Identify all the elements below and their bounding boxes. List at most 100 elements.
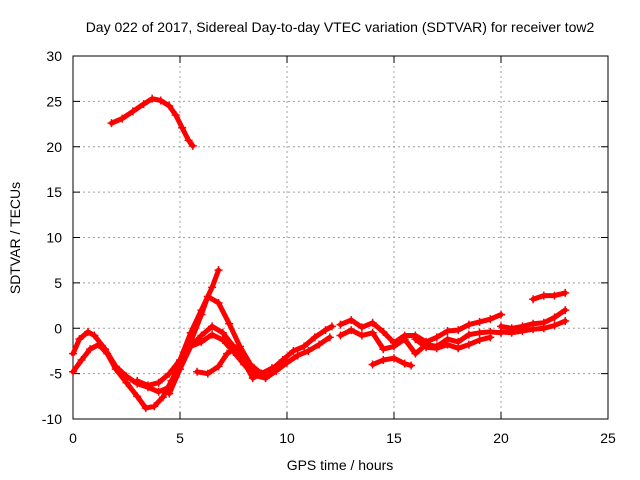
series-arc-4 xyxy=(133,266,223,390)
y-axis-label: SDTVAR / TECUs xyxy=(7,182,23,294)
data-point xyxy=(407,361,416,370)
data-point xyxy=(186,342,195,351)
y-tick-label: 5 xyxy=(54,275,62,291)
data-point xyxy=(69,367,77,376)
y-tick-labels: -10 -5 0 5 10 15 20 25 30 xyxy=(42,48,62,427)
y-tick-label: -5 xyxy=(50,366,63,382)
series-arc-3 xyxy=(69,322,334,413)
data-point xyxy=(325,333,334,342)
data-point xyxy=(561,316,570,325)
y-tick-label: 15 xyxy=(46,184,62,200)
data-point xyxy=(133,376,142,385)
data-point xyxy=(208,283,217,292)
data-point xyxy=(107,119,116,128)
y-tick-label: 30 xyxy=(46,48,62,64)
data-point xyxy=(111,365,120,374)
data-point xyxy=(77,356,86,365)
y-tick-label: 20 xyxy=(46,139,62,155)
data-point xyxy=(156,96,165,105)
x-tick-labels: 0 5 10 15 20 25 xyxy=(69,430,616,446)
data-point xyxy=(497,310,505,319)
x-tick-label: 25 xyxy=(600,430,616,446)
data-point xyxy=(103,349,112,358)
data-point xyxy=(475,336,484,345)
y-tick-label: 25 xyxy=(46,93,62,109)
series-arc-12 xyxy=(497,316,570,337)
data-point xyxy=(400,335,409,344)
data-point xyxy=(443,340,452,349)
data-point xyxy=(561,288,570,297)
data-point xyxy=(518,326,527,335)
data-point xyxy=(475,328,484,337)
data-point xyxy=(165,389,174,398)
data-point xyxy=(75,335,84,344)
data-point xyxy=(454,326,463,335)
data-point xyxy=(154,378,163,387)
x-axis-label: GPS time / hours xyxy=(287,457,394,473)
data-point xyxy=(283,358,291,367)
data-point xyxy=(158,393,167,402)
axis-ticks xyxy=(72,55,609,420)
data-point xyxy=(214,298,223,307)
data-point xyxy=(464,330,473,339)
series-arc-11 xyxy=(497,306,570,333)
data-point xyxy=(178,123,187,132)
data-point xyxy=(69,349,77,358)
data-point xyxy=(231,344,240,353)
series-arc-13 xyxy=(529,288,570,304)
data-point xyxy=(454,344,463,353)
data-point xyxy=(94,340,103,349)
data-point xyxy=(278,356,287,365)
data-point xyxy=(347,326,356,335)
series-line xyxy=(338,312,504,346)
data-point xyxy=(240,358,249,367)
data-point xyxy=(315,340,324,349)
data-point xyxy=(390,342,398,351)
data-point xyxy=(550,313,559,322)
data-point xyxy=(539,291,548,300)
data-point xyxy=(165,101,174,110)
data-point xyxy=(193,367,202,376)
grid-lines xyxy=(73,56,608,419)
data-point xyxy=(310,333,319,342)
data-point xyxy=(336,320,345,329)
series-line xyxy=(530,290,568,302)
x-tick-label: 15 xyxy=(386,430,402,446)
data-point xyxy=(214,362,223,371)
data-point xyxy=(188,141,197,150)
data-point xyxy=(368,360,377,369)
data-point xyxy=(443,326,452,335)
data-point xyxy=(203,369,212,378)
data-point xyxy=(432,333,441,342)
data-point xyxy=(214,266,223,275)
data-point xyxy=(293,351,302,360)
data-point xyxy=(122,378,131,387)
data-point xyxy=(357,331,366,340)
data-point xyxy=(143,381,152,390)
data-point xyxy=(422,343,431,352)
data-point xyxy=(118,114,127,123)
x-tick-label: 10 xyxy=(279,430,295,446)
data-point xyxy=(327,322,336,331)
data-point xyxy=(86,345,95,354)
data-point xyxy=(268,364,277,373)
series-arc-1 xyxy=(107,94,197,150)
data-point xyxy=(257,369,266,378)
data-point xyxy=(197,337,206,346)
data-point xyxy=(176,365,184,374)
data-point xyxy=(90,331,99,340)
data-point xyxy=(248,374,257,383)
data-point xyxy=(225,319,234,328)
data-point xyxy=(550,321,559,330)
data-point xyxy=(208,322,217,331)
x-tick-label: 20 xyxy=(493,430,509,446)
data-point xyxy=(561,306,570,315)
data-point xyxy=(368,318,377,327)
data-point xyxy=(223,349,232,358)
data-point xyxy=(475,317,484,326)
data-point xyxy=(148,94,157,103)
data-point xyxy=(497,327,505,336)
data-point xyxy=(411,335,420,344)
data-point xyxy=(486,315,495,324)
data-point xyxy=(218,336,227,345)
